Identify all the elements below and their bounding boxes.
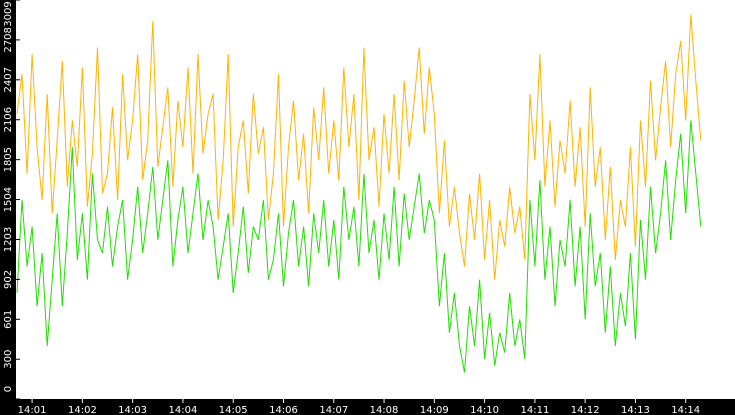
x-tick-label: 14:03 (118, 405, 147, 415)
y-tick-label: 2106 (3, 107, 14, 132)
x-tick-label: 14:14 (671, 405, 700, 415)
x-tick-label: 14:05 (219, 405, 248, 415)
x-tick-label: 14:10 (470, 405, 499, 415)
y-tick-label: 2407 (3, 67, 14, 92)
x-tick-label: 14:06 (269, 405, 298, 415)
y-tick-label: 902 (3, 270, 14, 289)
x-tick-label: 14:08 (370, 405, 399, 415)
series-line-2 (16, 120, 702, 373)
x-tick-label: 14:11 (520, 405, 549, 415)
series-line-1 (16, 14, 702, 280)
y-tick-label: 3009 (3, 1, 14, 26)
x-axis: 14:01 14:02 14:03 14:04 14:05 14:06 14:07 14:08… (18, 399, 700, 415)
y-tick-label: 300 (3, 350, 14, 369)
x-tick-label: 14:07 (319, 405, 348, 415)
x-tick-label: 14:01 (18, 405, 47, 415)
x-tick-label: 14:13 (621, 405, 650, 415)
y-tick-label: 1805 (3, 147, 14, 172)
x-tick-label: 14:09 (420, 405, 449, 415)
x-tick-label: 14:02 (68, 405, 97, 415)
y-tick-label: 601 (3, 310, 14, 329)
x-tick-label: 14:12 (571, 405, 600, 415)
y-tick-label: 1203 (3, 227, 14, 252)
y-tick-label: 1504 (3, 187, 14, 212)
y-tick-label: 0 (3, 386, 14, 392)
y-tick-label: 2708 (3, 27, 14, 52)
plot-background (16, 0, 735, 399)
series-layer (16, 14, 702, 373)
x-tick-label: 14:04 (168, 405, 197, 415)
